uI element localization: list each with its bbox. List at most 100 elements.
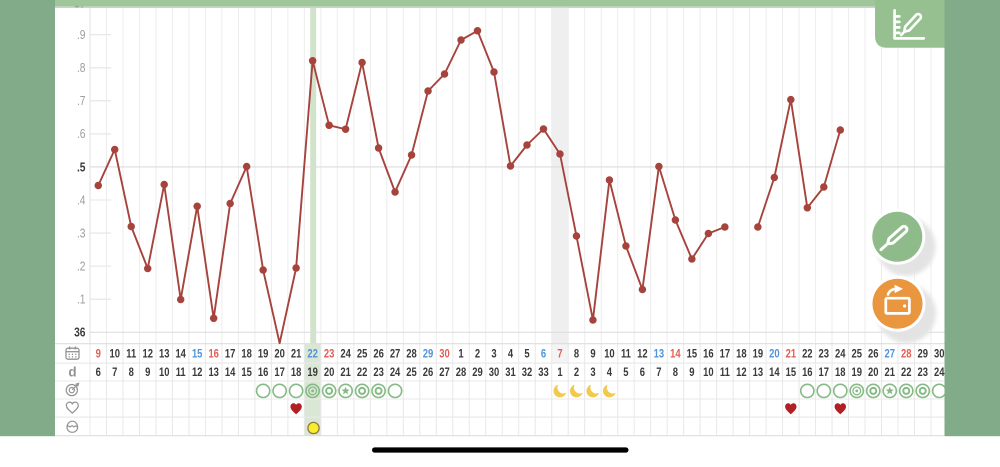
svg-text:25: 25 <box>406 366 417 379</box>
svg-text:20: 20 <box>769 348 780 361</box>
svg-text:31: 31 <box>505 366 516 379</box>
svg-text:10: 10 <box>604 348 615 361</box>
svg-text:8: 8 <box>574 348 579 361</box>
svg-text:25: 25 <box>357 348 368 361</box>
svg-text:20: 20 <box>324 366 335 379</box>
svg-text:23: 23 <box>917 366 928 379</box>
svg-text:21: 21 <box>885 366 896 379</box>
svg-text:.3: .3 <box>77 228 86 241</box>
svg-text:6: 6 <box>640 366 645 379</box>
svg-text:.4: .4 <box>77 194 86 207</box>
svg-text:18: 18 <box>241 348 252 361</box>
svg-text:d: d <box>68 365 76 380</box>
svg-text:15: 15 <box>687 348 698 361</box>
svg-text:17: 17 <box>819 366 830 379</box>
svg-text:14: 14 <box>670 348 681 361</box>
svg-text:10: 10 <box>703 366 714 379</box>
svg-text:24: 24 <box>340 348 351 361</box>
svg-text:21: 21 <box>786 348 797 361</box>
svg-text:28: 28 <box>456 366 467 379</box>
svg-text:7: 7 <box>656 366 661 379</box>
svg-text:.8: .8 <box>77 62 86 75</box>
svg-text:21: 21 <box>291 348 302 361</box>
svg-text:12: 12 <box>637 348 648 361</box>
svg-text:29: 29 <box>472 366 483 379</box>
svg-text:12: 12 <box>192 366 203 379</box>
svg-text:23: 23 <box>324 348 335 361</box>
svg-text:22: 22 <box>901 366 912 379</box>
svg-text:10: 10 <box>159 366 170 379</box>
svg-text:26: 26 <box>373 348 384 361</box>
svg-text:5: 5 <box>623 366 628 379</box>
svg-text:9: 9 <box>96 348 101 361</box>
svg-text:16: 16 <box>258 366 269 379</box>
svg-text:12: 12 <box>142 348 153 361</box>
svg-text:14: 14 <box>225 366 236 379</box>
svg-text:16: 16 <box>208 348 219 361</box>
svg-text:24: 24 <box>390 366 401 379</box>
svg-text:.9: .9 <box>77 29 86 42</box>
svg-text:1: 1 <box>557 366 562 379</box>
svg-text:2: 2 <box>475 348 480 361</box>
svg-text:16: 16 <box>703 348 714 361</box>
svg-text:24: 24 <box>934 366 945 379</box>
svg-text:21: 21 <box>340 366 351 379</box>
svg-text:3: 3 <box>491 348 496 361</box>
svg-text:.1: .1 <box>77 294 86 307</box>
svg-text:3: 3 <box>590 366 595 379</box>
svg-text:.7: .7 <box>77 95 86 108</box>
svg-text:15: 15 <box>241 366 252 379</box>
svg-text:19: 19 <box>258 348 269 361</box>
svg-text:13: 13 <box>208 366 219 379</box>
svg-text:9: 9 <box>590 348 595 361</box>
svg-text:13: 13 <box>654 348 665 361</box>
svg-text:36: 36 <box>74 327 85 340</box>
svg-text:14: 14 <box>769 366 780 379</box>
svg-text:30: 30 <box>489 366 500 379</box>
svg-text:13: 13 <box>159 348 170 361</box>
svg-text:28: 28 <box>901 348 912 361</box>
svg-text:29: 29 <box>917 348 928 361</box>
svg-text:11: 11 <box>621 348 631 361</box>
svg-text:27: 27 <box>390 348 401 361</box>
svg-text:29: 29 <box>423 348 434 361</box>
svg-text:24: 24 <box>835 348 846 361</box>
svg-text:7: 7 <box>557 348 562 361</box>
svg-text:30: 30 <box>439 348 450 361</box>
svg-text:8: 8 <box>129 366 134 379</box>
svg-text:19: 19 <box>852 366 863 379</box>
svg-text:33: 33 <box>538 366 549 379</box>
svg-text:22: 22 <box>802 348 813 361</box>
svg-text:1: 1 <box>458 348 463 361</box>
svg-text:23: 23 <box>373 366 384 379</box>
svg-text:17: 17 <box>720 348 731 361</box>
svg-text:11: 11 <box>126 348 136 361</box>
svg-text:.5: .5 <box>77 162 86 175</box>
svg-text:14: 14 <box>175 348 186 361</box>
svg-text:11: 11 <box>720 366 730 379</box>
svg-text:4: 4 <box>607 366 612 379</box>
svg-text:26: 26 <box>423 366 434 379</box>
svg-text:23: 23 <box>819 348 830 361</box>
svg-text:26: 26 <box>868 348 879 361</box>
svg-text:9: 9 <box>145 366 150 379</box>
svg-text:20: 20 <box>868 366 879 379</box>
svg-text:18: 18 <box>736 348 747 361</box>
svg-text:28: 28 <box>406 348 417 361</box>
svg-text:13: 13 <box>753 366 764 379</box>
svg-text:4: 4 <box>508 348 513 361</box>
svg-text:2: 2 <box>574 366 579 379</box>
svg-text:8: 8 <box>673 366 678 379</box>
svg-text:17: 17 <box>274 366 285 379</box>
svg-text:27: 27 <box>885 348 896 361</box>
svg-text:15: 15 <box>192 348 203 361</box>
svg-text:22: 22 <box>357 366 368 379</box>
svg-text:32: 32 <box>522 366 533 379</box>
svg-text:5: 5 <box>524 348 529 361</box>
svg-text:18: 18 <box>291 366 302 379</box>
svg-text:15: 15 <box>786 366 797 379</box>
svg-text:20: 20 <box>274 348 285 361</box>
svg-text:9: 9 <box>689 366 694 379</box>
svg-text:16: 16 <box>802 366 813 379</box>
svg-text:6: 6 <box>96 366 101 379</box>
